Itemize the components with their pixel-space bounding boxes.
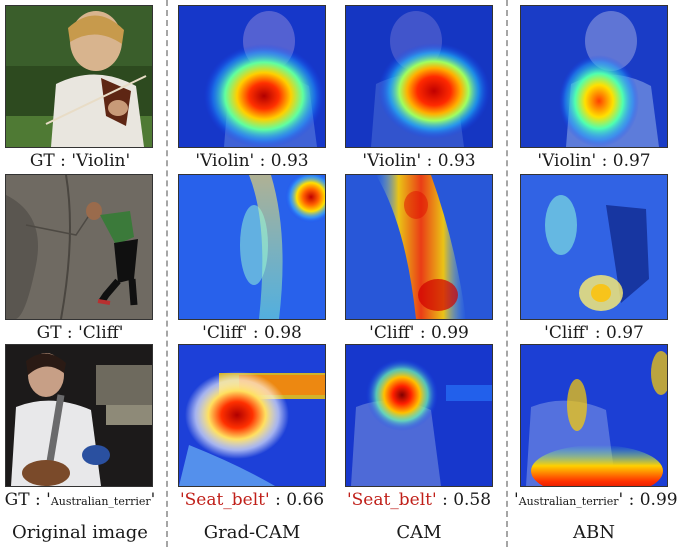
column-divider-left — [166, 0, 168, 547]
caption-original-terrier: GT : 'Australian_terrier' — [4, 490, 156, 510]
caption-abn-cliff: 'Cliff' : 0.97 — [544, 323, 644, 343]
gradcam-heatmap-seatbelt — [178, 344, 326, 487]
misclassified-label: 'Seat_belt' — [179, 490, 270, 510]
column-label-abn: ABN — [573, 522, 615, 543]
caption-original-violin: GT : 'Violin' — [29, 151, 131, 171]
column-label-cam: CAM — [396, 522, 442, 543]
caption-original-cliff: GT : 'Cliff' — [36, 323, 124, 343]
abn-heatmap-violin — [520, 5, 668, 148]
caption-cam-violin: 'Violin' : 0.93 — [362, 151, 476, 171]
abn-heatmap-cliff — [520, 174, 668, 320]
original-image-cliff — [5, 174, 153, 320]
column-label-gradcam: Grad-CAM — [203, 522, 301, 543]
caption-cam-cliff: 'Cliff' : 0.99 — [369, 323, 469, 343]
caption-gradcam-violin: 'Violin' : 0.93 — [195, 151, 309, 171]
original-image-violin — [5, 5, 153, 148]
cam-heatmap-cliff — [345, 174, 493, 320]
caption-gradcam-cliff: 'Cliff' : 0.98 — [202, 323, 302, 343]
cam-heatmap-violin — [345, 5, 493, 148]
caption-abn-terrier: 'Australian_terrier' : 0.99 — [514, 490, 677, 510]
caption-abn-violin: 'Violin' : 0.97 — [537, 151, 651, 171]
column-divider-right — [506, 0, 508, 547]
column-label-original: Original image — [12, 522, 148, 543]
abn-heatmap-terrier — [520, 344, 668, 487]
original-image-terrier — [5, 344, 153, 487]
misclassified-label: 'Seat_belt' — [346, 490, 437, 510]
gradcam-heatmap-cliff — [178, 174, 326, 320]
gradcam-heatmap-violin — [178, 5, 326, 148]
caption-gradcam-seatbelt: 'Seat_belt' : 0.66 — [179, 490, 325, 510]
cam-heatmap-seatbelt — [345, 344, 493, 487]
caption-cam-seatbelt: 'Seat_belt' : 0.58 — [346, 490, 492, 510]
